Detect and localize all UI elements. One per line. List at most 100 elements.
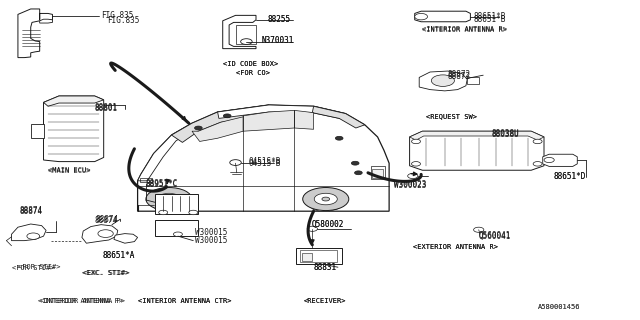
Text: W300015: W300015 xyxy=(195,228,228,237)
Circle shape xyxy=(98,230,113,237)
Circle shape xyxy=(412,139,420,144)
Bar xyxy=(155,220,198,236)
Text: 88874: 88874 xyxy=(19,206,42,215)
Text: <REQUEST SW>: <REQUEST SW> xyxy=(426,113,477,119)
Text: 88038U: 88038U xyxy=(492,130,519,139)
Bar xyxy=(155,194,198,214)
Circle shape xyxy=(146,188,192,211)
Polygon shape xyxy=(31,124,44,138)
Text: 88255: 88255 xyxy=(268,15,291,24)
Polygon shape xyxy=(138,105,389,211)
Text: A580001456: A580001456 xyxy=(538,304,580,309)
Text: W300023: W300023 xyxy=(394,180,426,189)
Text: W300023: W300023 xyxy=(394,181,426,190)
Text: <INTERIOR ANTENNA F>: <INTERIOR ANTENNA F> xyxy=(40,299,125,304)
Circle shape xyxy=(189,210,198,215)
Text: 88651*D: 88651*D xyxy=(554,172,586,180)
Circle shape xyxy=(157,193,180,205)
Text: 88255: 88255 xyxy=(268,15,291,24)
Text: Q580002: Q580002 xyxy=(312,220,344,229)
Text: <EXC. STI#>: <EXC. STI#> xyxy=(83,270,130,276)
Bar xyxy=(296,248,342,264)
Circle shape xyxy=(322,197,330,201)
Polygon shape xyxy=(138,123,192,181)
Circle shape xyxy=(314,193,337,205)
Text: <RECEIVER>: <RECEIVER> xyxy=(304,299,346,304)
Text: <FOR CO>: <FOR CO> xyxy=(236,70,269,76)
Circle shape xyxy=(533,139,542,144)
Circle shape xyxy=(27,233,40,239)
Circle shape xyxy=(241,39,252,44)
Circle shape xyxy=(307,226,317,231)
Circle shape xyxy=(230,160,241,165)
Circle shape xyxy=(408,173,418,179)
Text: N370031: N370031 xyxy=(261,36,294,45)
Text: 0451S*B: 0451S*B xyxy=(248,159,281,168)
Text: A580001456: A580001456 xyxy=(538,304,580,309)
Text: 88872: 88872 xyxy=(448,72,471,81)
Circle shape xyxy=(195,126,202,130)
Text: <MAIN ECU>: <MAIN ECU> xyxy=(48,168,90,174)
Polygon shape xyxy=(192,117,243,141)
Text: 88651*B: 88651*B xyxy=(474,12,506,20)
Polygon shape xyxy=(148,188,189,211)
Polygon shape xyxy=(415,11,470,22)
Polygon shape xyxy=(12,224,46,241)
Polygon shape xyxy=(243,110,294,131)
Circle shape xyxy=(159,210,168,215)
Text: <MAIN ECU>: <MAIN ECU> xyxy=(48,167,90,173)
Text: Q580002: Q580002 xyxy=(312,220,344,228)
Text: <FOR STI#>: <FOR STI#> xyxy=(12,265,54,271)
Polygon shape xyxy=(18,9,52,58)
Polygon shape xyxy=(419,71,467,91)
Circle shape xyxy=(303,188,349,211)
Polygon shape xyxy=(40,19,52,23)
Circle shape xyxy=(173,232,182,236)
Polygon shape xyxy=(410,131,544,170)
Polygon shape xyxy=(218,105,346,119)
Text: <EXTERIOR ANTENNA R>: <EXTERIOR ANTENNA R> xyxy=(413,244,498,250)
Text: W300015: W300015 xyxy=(195,236,228,245)
Circle shape xyxy=(431,75,454,86)
Text: 88038U: 88038U xyxy=(492,129,519,138)
Text: <FOR STI#>: <FOR STI#> xyxy=(18,264,60,270)
Text: Q560041: Q560041 xyxy=(479,232,511,241)
Polygon shape xyxy=(172,105,269,142)
Circle shape xyxy=(355,171,362,175)
Circle shape xyxy=(533,162,542,166)
Polygon shape xyxy=(82,225,118,243)
Circle shape xyxy=(415,13,428,20)
Bar xyxy=(140,178,152,182)
Text: <ID CODE BOX>: <ID CODE BOX> xyxy=(223,61,278,67)
Text: Q560041: Q560041 xyxy=(479,231,511,240)
Text: 88801: 88801 xyxy=(95,104,118,113)
Text: N370031: N370031 xyxy=(261,36,294,45)
Circle shape xyxy=(412,162,420,166)
Text: 88651*A: 88651*A xyxy=(102,251,135,260)
Text: 88874: 88874 xyxy=(95,216,118,225)
Text: 88872: 88872 xyxy=(448,70,471,79)
Text: 88651*B: 88651*B xyxy=(474,15,506,24)
Polygon shape xyxy=(305,188,346,211)
Circle shape xyxy=(271,120,279,124)
Text: <INTERIOR ANTENNA R>: <INTERIOR ANTENNA R> xyxy=(422,27,508,32)
Text: 88831: 88831 xyxy=(314,263,337,272)
Circle shape xyxy=(223,114,231,118)
Text: <INTERIOR ANTENNA R>: <INTERIOR ANTENNA R> xyxy=(422,28,508,33)
Polygon shape xyxy=(410,131,544,140)
Circle shape xyxy=(351,161,359,165)
Bar xyxy=(302,253,312,261)
Polygon shape xyxy=(44,96,104,106)
Text: 88951*C: 88951*C xyxy=(146,179,179,188)
Text: 88651*D: 88651*D xyxy=(554,172,586,181)
Text: 88651*A: 88651*A xyxy=(102,252,135,260)
Text: 88951*C: 88951*C xyxy=(146,180,179,189)
Text: <INTERIOR ANTENNA CTR>: <INTERIOR ANTENNA CTR> xyxy=(138,299,231,304)
Text: <FOR CO>: <FOR CO> xyxy=(236,70,269,76)
Polygon shape xyxy=(543,154,577,166)
Text: <EXTERIOR ANTENNA R>: <EXTERIOR ANTENNA R> xyxy=(413,244,498,250)
Text: <REQUEST SW>: <REQUEST SW> xyxy=(426,113,477,119)
Text: FIG.835: FIG.835 xyxy=(108,16,140,25)
Bar xyxy=(371,166,385,179)
Polygon shape xyxy=(223,15,256,49)
